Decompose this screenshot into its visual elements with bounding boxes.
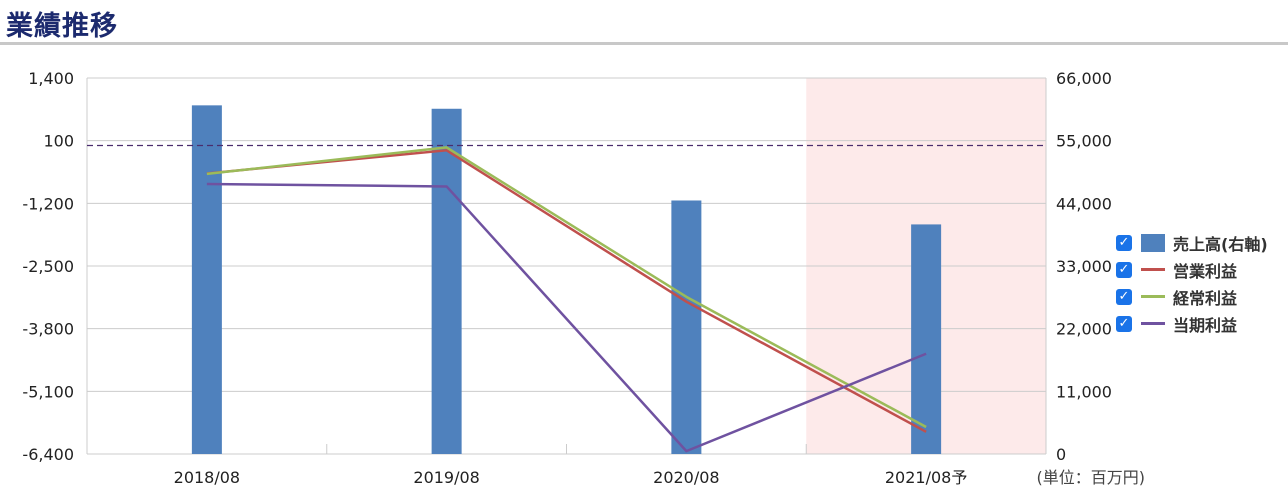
x-axis-tick-label: 2020/08 <box>653 468 719 487</box>
right-axis-tick-label: 0 <box>1056 445 1066 464</box>
legend-label-net-profit: 当期利益 <box>1173 315 1238 335</box>
left-axis-tick-label: 100 <box>43 132 74 151</box>
right-axis-tick-label: 66,000 <box>1056 69 1112 88</box>
page-title: 業績推移 <box>6 11 118 42</box>
chart-legend: ✓ 売上高(右軸) ✓ 営業利益 ✓ 経常利益 ✓ 当期利益 <box>1114 229 1288 337</box>
left-axis-tick-label: -6,400 <box>22 445 74 464</box>
left-axis-tick-label: -3,800 <box>22 320 74 339</box>
title-divider <box>0 42 1288 45</box>
legend-item-net-profit: ✓ 当期利益 <box>1114 310 1288 337</box>
sales-bar <box>191 105 222 454</box>
left-axis-tick-label: 1,400 <box>28 69 74 88</box>
legend-swatch-sales <box>1141 233 1165 252</box>
legend-label-operating-profit: 営業利益 <box>1173 261 1238 281</box>
left-axis-tick-label: -5,100 <box>22 382 74 401</box>
left-axis-tick-label: -1,200 <box>22 194 74 213</box>
right-axis-tick-label: 33,000 <box>1056 257 1112 276</box>
legend-label-ordinary-profit: 経常利益 <box>1173 288 1238 308</box>
legend-swatch-net-profit <box>1141 322 1165 325</box>
right-axis-tick-label: 22,000 <box>1056 320 1112 339</box>
x-axis-tick-label: 2018/08 <box>174 468 240 487</box>
sales-bar <box>431 108 462 454</box>
legend-item-operating-profit: ✓ 営業利益 <box>1114 256 1288 283</box>
checkbox-checked-icon[interactable]: ✓ <box>1116 288 1132 305</box>
legend-swatch-operating-profit <box>1141 268 1165 271</box>
x-axis-tick-label: 2021/08予 <box>885 468 967 487</box>
right-axis-tick-label: 55,000 <box>1056 132 1112 151</box>
x-axis-tick-label: 2019/08 <box>413 468 479 487</box>
legend-swatch-ordinary-profit <box>1141 295 1165 298</box>
right-axis-tick-label: 11,000 <box>1056 382 1112 401</box>
checkbox-checked-icon[interactable]: ✓ <box>1116 261 1132 278</box>
legend-item-sales: ✓ 売上高(右軸) <box>1114 229 1288 256</box>
left-axis-tick-label: -2,500 <box>22 257 74 276</box>
checkbox-checked-icon[interactable]: ✓ <box>1116 315 1132 332</box>
net-profit-line <box>206 182 927 453</box>
sales-bar <box>671 200 702 454</box>
legend-label-sales: 売上高(右軸) <box>1173 234 1268 254</box>
legend-item-ordinary-profit: ✓ 経常利益 <box>1114 283 1288 310</box>
right-axis-tick-label: 44,000 <box>1056 194 1112 213</box>
sales-bar <box>911 224 942 454</box>
ordinary-profit-line <box>206 146 927 429</box>
checkbox-checked-icon[interactable]: ✓ <box>1116 234 1132 251</box>
unit-label: (単位：百万円) <box>1037 468 1146 487</box>
